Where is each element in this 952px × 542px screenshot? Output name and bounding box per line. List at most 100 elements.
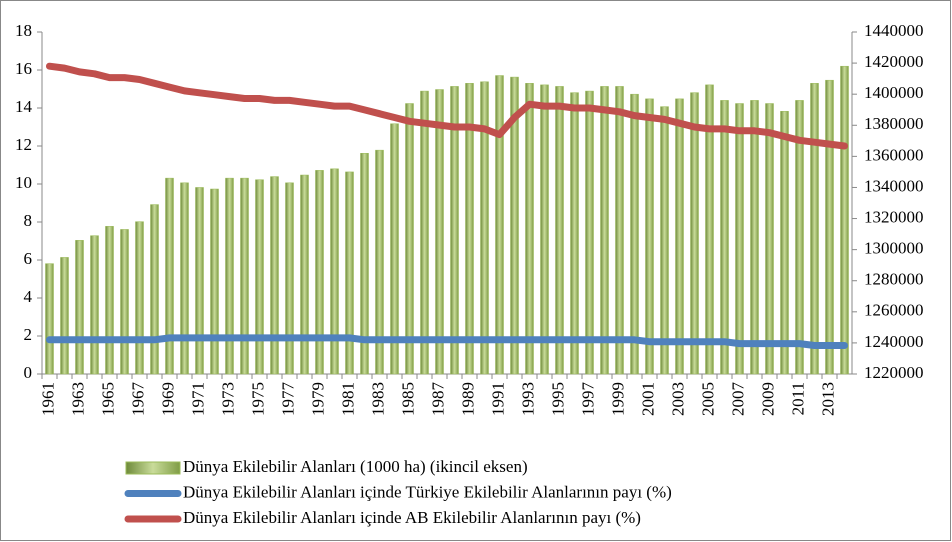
y-tick-label: 16 bbox=[15, 59, 32, 78]
bar bbox=[375, 149, 384, 375]
bar bbox=[300, 174, 309, 375]
bar bbox=[630, 93, 639, 375]
bar bbox=[465, 83, 474, 375]
bar bbox=[210, 188, 219, 375]
bar bbox=[345, 171, 354, 375]
bar bbox=[555, 86, 564, 375]
x-tick-label: 1973 bbox=[218, 382, 237, 416]
x-tick-label: 1979 bbox=[308, 382, 327, 416]
bar bbox=[165, 177, 174, 375]
bar bbox=[495, 75, 504, 375]
bar bbox=[90, 235, 99, 375]
y-tick-label: 10 bbox=[15, 173, 32, 192]
x-tick-label: 1995 bbox=[548, 382, 567, 416]
x-tick-label: 1965 bbox=[98, 382, 117, 416]
x-tick-label: 1993 bbox=[518, 382, 537, 416]
bar bbox=[390, 123, 399, 375]
bar bbox=[615, 86, 624, 375]
line bbox=[46, 334, 848, 349]
bar bbox=[285, 182, 294, 375]
x-tick-label: 1987 bbox=[428, 382, 447, 417]
x-tick-label: 2003 bbox=[668, 382, 687, 416]
y-tick-label: 2 bbox=[24, 325, 33, 344]
bar bbox=[240, 177, 249, 375]
bar bbox=[765, 103, 774, 375]
bar bbox=[255, 179, 264, 375]
x-tick-label: 1963 bbox=[68, 382, 87, 416]
bar bbox=[480, 81, 489, 375]
x-tick-label: 1985 bbox=[398, 382, 417, 416]
x-tick-label: 1967 bbox=[128, 382, 147, 417]
x-tick-label: 1997 bbox=[578, 382, 597, 417]
x-tick-label: 1983 bbox=[368, 382, 387, 416]
bar bbox=[405, 103, 414, 375]
x-tick-label: 2007 bbox=[728, 382, 747, 417]
bar bbox=[105, 226, 114, 375]
bar bbox=[810, 83, 819, 375]
bar bbox=[675, 98, 684, 375]
bar bbox=[195, 187, 204, 375]
bar bbox=[450, 86, 459, 375]
bar bbox=[135, 221, 144, 375]
bar bbox=[330, 168, 339, 375]
y-tick-label: 0 bbox=[24, 363, 33, 382]
y2-tick-label: 1220000 bbox=[864, 363, 924, 382]
legend-label: Dünya Ekilebilir Alanları (1000 ha) (iki… bbox=[183, 457, 528, 476]
bar bbox=[225, 177, 234, 375]
x-tick-label: 2009 bbox=[758, 382, 777, 416]
bar bbox=[645, 98, 654, 375]
bar bbox=[45, 263, 54, 375]
y-tick-label: 12 bbox=[15, 135, 32, 154]
y2-tick-label: 1420000 bbox=[864, 52, 924, 71]
bar bbox=[525, 83, 534, 375]
y-tick-label: 14 bbox=[15, 97, 33, 116]
bar bbox=[420, 90, 429, 375]
x-tick-label: 1989 bbox=[458, 382, 477, 416]
y2-tick-label: 1340000 bbox=[864, 176, 924, 195]
y2-tick-label: 1280000 bbox=[864, 270, 924, 289]
bar bbox=[435, 89, 444, 375]
y2-tick-label: 1380000 bbox=[864, 114, 924, 133]
x-tick-label: 2013 bbox=[818, 382, 837, 416]
bar bbox=[600, 86, 609, 375]
legend-label: Dünya Ekilebilir Alanları içinde Türkiye… bbox=[183, 482, 672, 501]
bar bbox=[360, 153, 369, 375]
bar bbox=[720, 100, 729, 375]
y2-tick-label: 1240000 bbox=[864, 332, 924, 351]
x-tick-label: 1969 bbox=[158, 382, 177, 416]
y-tick-label: 6 bbox=[24, 249, 33, 268]
line bbox=[46, 62, 848, 150]
bar bbox=[75, 240, 84, 375]
bar bbox=[315, 170, 324, 375]
x-tick-label: 1961 bbox=[38, 382, 57, 416]
x-tick-label: 2005 bbox=[698, 382, 717, 416]
y2-tick-label: 1300000 bbox=[864, 239, 924, 258]
x-tick-label: 1977 bbox=[278, 382, 297, 417]
bar bbox=[780, 111, 789, 375]
legend-label: Dünya Ekilebilir Alanları içinde AB Ekil… bbox=[183, 508, 641, 527]
bar bbox=[120, 229, 129, 375]
bar bbox=[735, 103, 744, 375]
y2-tick-label: 1440000 bbox=[864, 21, 924, 40]
bar bbox=[180, 182, 189, 375]
x-tick-label: 2011 bbox=[788, 382, 807, 415]
legend-swatch bbox=[125, 461, 181, 475]
bar bbox=[585, 90, 594, 375]
y2-tick-label: 1360000 bbox=[864, 145, 924, 164]
y-tick-label: 4 bbox=[24, 287, 33, 306]
bar bbox=[840, 65, 849, 375]
x-tick-label: 1991 bbox=[488, 382, 507, 416]
bar bbox=[660, 106, 669, 375]
bar bbox=[705, 84, 714, 375]
y-tick-label: 18 bbox=[15, 21, 32, 40]
bar bbox=[270, 176, 279, 375]
bar bbox=[570, 92, 579, 375]
y2-tick-label: 1320000 bbox=[864, 207, 924, 226]
x-tick-label: 1999 bbox=[608, 382, 627, 416]
bar bbox=[60, 257, 69, 375]
bar bbox=[825, 79, 834, 375]
x-tick-label: 2001 bbox=[638, 382, 657, 416]
bar bbox=[690, 92, 699, 375]
